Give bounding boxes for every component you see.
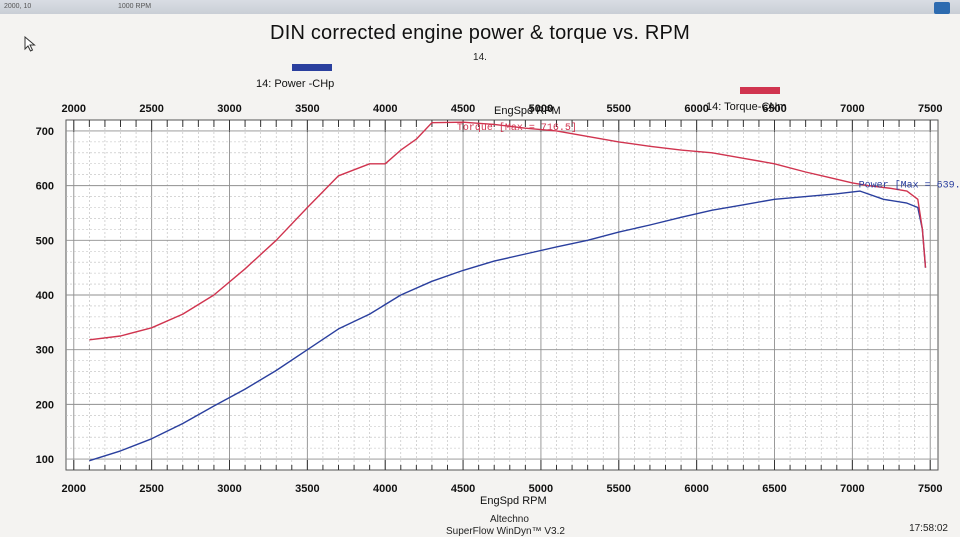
power-max-annotation: Power [Max = 639.1] [859, 179, 960, 191]
window-title-strip: 2000, 10 1000 RPM [0, 0, 960, 14]
x-tick-label: 6500 [762, 483, 786, 495]
y-tick-label: 100 [36, 454, 54, 466]
torque-curve-line [89, 121, 927, 341]
legend-power-swatch [292, 64, 332, 71]
footer-brand: Altechno [490, 514, 529, 525]
x-tick-label-top: 4500 [451, 103, 475, 115]
x-tick-label-top: 6500 [762, 103, 786, 115]
x-tick-label: 7500 [918, 483, 942, 495]
power-curve-line [89, 190, 927, 462]
chart-title: DIN corrected engine power & torque vs. … [270, 22, 690, 44]
legend-torque: 14: Torque-CNm [706, 87, 787, 113]
window-rpm-text: 1000 RPM [118, 3, 152, 10]
x-tick-label: 2000 [62, 483, 86, 495]
x-tick-label: 7000 [840, 483, 864, 495]
x-tick-label-top: 5500 [607, 103, 631, 115]
legend-torque-swatch [740, 87, 780, 94]
y-tick-label: 600 [36, 181, 54, 193]
x-tick-label-top: 6000 [684, 103, 708, 115]
y-tick-label: 700 [36, 126, 54, 138]
x-tick-label: 6000 [684, 483, 708, 495]
x-tick-label: 5000 [529, 483, 553, 495]
y-tick-label: 500 [36, 235, 54, 247]
x-tick-label: 3500 [295, 483, 319, 495]
legend-power: 14: Power -CHp [256, 64, 334, 90]
torque-max-annotation: Torque [Max = 716.5] [457, 122, 577, 134]
legend-torque-label: 14: Torque-CNm [706, 101, 787, 113]
mouse-cursor-icon [24, 36, 36, 52]
x-tick-label-top: 7000 [840, 103, 864, 115]
x-tick-label: 4500 [451, 483, 475, 495]
chart-subtitle: 14. [473, 52, 487, 63]
window-coords-text: 2000, 10 [4, 3, 32, 10]
x-axis-title-top: EngSpd RPM [494, 105, 561, 117]
x-tick-label-top: 2000 [62, 103, 86, 115]
x-axis-title-bottom: EngSpd RPM [480, 495, 547, 507]
x-tick-label-top: 3000 [217, 103, 241, 115]
x-tick-label-top: 2500 [139, 103, 163, 115]
app-corner-icon[interactable] [934, 2, 950, 14]
x-tick-label-top: 5000 [529, 103, 553, 115]
x-tick-label: 5500 [607, 483, 631, 495]
y-tick-label: 400 [36, 290, 54, 302]
x-tick-label: 3000 [217, 483, 241, 495]
x-tick-label-top: 4000 [373, 103, 397, 115]
y-tick-label: 300 [36, 345, 54, 357]
x-tick-label-top: 3500 [295, 103, 319, 115]
status-clock: 17:58:02 [909, 523, 948, 534]
x-tick-label-top: 7500 [918, 103, 942, 115]
legend-power-label: 14: Power -CHp [256, 78, 335, 90]
x-tick-label: 4000 [373, 483, 397, 495]
x-tick-label: 2500 [139, 483, 163, 495]
footer-software: SuperFlow WinDyn™ V3.2 [446, 526, 565, 537]
y-tick-label: 200 [36, 399, 54, 411]
